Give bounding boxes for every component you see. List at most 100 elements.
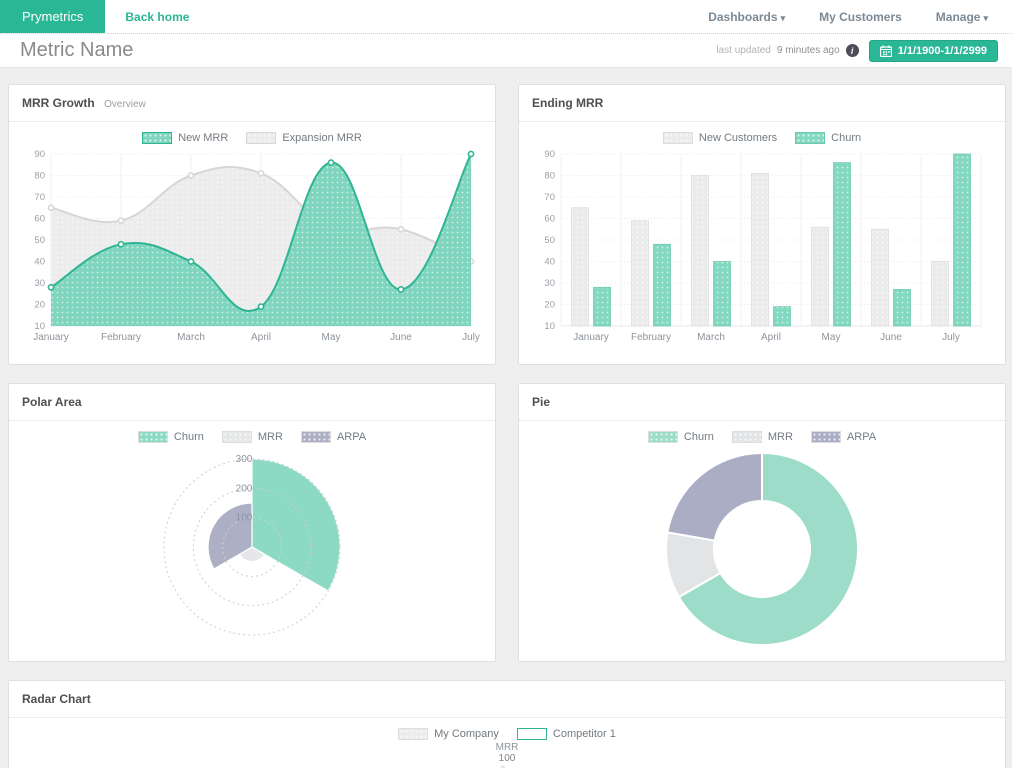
legend-swatch-icon (795, 132, 826, 144)
legend-item[interactable]: ARPA (810, 431, 877, 443)
svg-text:May: May (822, 332, 841, 343)
panel-mrr-growth: MRR Growth Overview New MRR Expansion MRR… (8, 84, 496, 365)
legend-label: My Company (434, 728, 499, 740)
nav-item-my-customers[interactable]: My Customers (819, 9, 902, 24)
svg-text:60: 60 (34, 214, 45, 225)
radar-axis-label: MRR (495, 742, 519, 753)
legend-label: Churn (173, 431, 204, 443)
axes: 10 20 30 40 50 60 70 80 90 January February March Ap… (544, 149, 982, 343)
radar-chart[interactable] (21, 764, 985, 768)
pie-donut-chart[interactable] (531, 445, 993, 653)
svg-text:80: 80 (34, 171, 45, 182)
svg-text:20: 20 (544, 300, 555, 311)
chart-legend: New MRR Expansion MRR (21, 132, 483, 144)
svg-text:10: 10 (544, 321, 555, 332)
svg-text:10: 10 (34, 321, 45, 332)
last-updated-label: last updated (716, 45, 771, 56)
dashboard-content: MRR Growth Overview New MRR Expansion MRR… (0, 68, 1012, 768)
legend-item[interactable]: Churn (137, 431, 204, 443)
panel-subtitle: Overview (104, 99, 146, 110)
polar-area-chart[interactable]: 100 200 300 (21, 445, 483, 653)
legend-swatch-icon (516, 728, 547, 740)
legend-label: New Customers (698, 132, 778, 144)
svg-text:June: June (880, 332, 902, 343)
legend-swatch-icon (300, 431, 331, 443)
svg-text:60: 60 (544, 214, 555, 225)
legend-label: MRR (257, 431, 283, 443)
legend-item[interactable]: Churn (795, 132, 861, 144)
legend-swatch-icon (662, 132, 693, 144)
svg-text:February: February (631, 332, 671, 343)
svg-text:January: January (573, 332, 609, 343)
svg-text:70: 70 (544, 192, 555, 203)
svg-text:February: February (101, 332, 141, 343)
svg-text:May: May (322, 332, 341, 343)
date-range-button[interactable]: 1/1/1900-1/1/2999 (868, 39, 998, 62)
legend-label: ARPA (846, 431, 877, 443)
legend-item[interactable]: MRR (731, 431, 793, 443)
panel-title: Ending MRR (532, 96, 604, 110)
legend-item[interactable]: Churn (647, 431, 714, 443)
panel-polar-area: Polar Area Churn MRR ARPA 100 200 300 (8, 383, 496, 662)
svg-text:90: 90 (544, 149, 555, 160)
chart-legend: Churn MRR ARPA (531, 431, 993, 443)
panel-ending-mrr: Ending MRR New Customers Churn 10 20 30 40 50… (518, 84, 1006, 365)
svg-text:March: March (177, 332, 205, 343)
legend-label: MRR (767, 431, 793, 443)
chart-legend: New Customers Churn (531, 132, 993, 144)
svg-text:30: 30 (544, 278, 555, 289)
page-header: Metric Name last updated 9 minutes ago i… (0, 34, 1012, 68)
svg-text:200: 200 (236, 483, 253, 494)
legend-item[interactable]: Competitor 1 (516, 728, 616, 740)
nav-item-dashboards[interactable]: Dashboards ▾ (708, 9, 786, 24)
svg-text:20: 20 (34, 300, 45, 311)
svg-text:July: July (462, 332, 480, 343)
legend-label: Churn (831, 132, 862, 144)
legend-label: New MRR (178, 132, 229, 144)
legend-item[interactable]: New Customers (662, 132, 778, 144)
chart-legend: My Company Competitor 1 (21, 728, 993, 740)
radar-axis-tick: 100 (498, 753, 516, 764)
svg-text:July: July (942, 332, 960, 343)
panel-radar: Radar Chart My Company Competitor 1 MRR 1… (8, 680, 1006, 768)
last-updated-value: 9 minutes ago (776, 45, 840, 56)
svg-text:April: April (251, 332, 271, 343)
legend-label: Competitor 1 (552, 728, 616, 740)
legend-swatch-icon (398, 728, 429, 740)
back-home-link[interactable]: Back home (125, 9, 190, 24)
legend-item[interactable]: MRR (221, 431, 283, 443)
legend-label: Expansion MRR (282, 132, 362, 144)
panel-pie: Pie Churn MRR ARPA (518, 383, 1006, 662)
svg-text:January: January (33, 332, 69, 343)
panel-title: Pie (532, 395, 551, 409)
legend-label: Churn (683, 431, 714, 443)
legend-swatch-icon (731, 431, 762, 443)
svg-text:April: April (761, 332, 781, 343)
brand-link[interactable]: Prymetrics (0, 0, 106, 33)
legend-item[interactable]: New MRR (142, 132, 228, 144)
date-range-label: 1/1/1900-1/1/2999 (897, 44, 987, 57)
legend-swatch-icon (221, 431, 252, 443)
panel-title: MRR Growth (22, 96, 95, 110)
svg-text:300: 300 (236, 454, 253, 465)
mrr-growth-area-chart[interactable]: 10 20 30 40 50 60 70 80 90 January February March Ap… (21, 146, 483, 356)
svg-text:90: 90 (34, 149, 45, 160)
legend-swatch-icon (810, 431, 841, 443)
panel-title: Polar Area (22, 395, 82, 409)
chevron-down-icon: ▾ (780, 12, 786, 23)
chevron-down-icon: ▾ (983, 12, 988, 23)
legend-swatch-icon (647, 431, 678, 443)
legend-item[interactable]: My Company (398, 728, 499, 740)
nav-item-manage[interactable]: Manage ▾ (935, 9, 988, 24)
svg-text:March: March (697, 332, 725, 343)
ending-mrr-bar-chart[interactable]: 10 20 30 40 50 60 70 80 90 January February March Ap… (531, 146, 993, 356)
svg-text:50: 50 (34, 235, 45, 246)
legend-label: ARPA (336, 431, 367, 443)
legend-swatch-icon (142, 132, 173, 144)
svg-text:50: 50 (544, 235, 555, 246)
legend-item[interactable]: Expansion MRR (246, 132, 362, 144)
svg-text:40: 40 (34, 257, 45, 268)
info-icon[interactable]: i (845, 44, 859, 57)
legend-item[interactable]: ARPA (300, 431, 367, 443)
panel-title: Radar Chart (22, 692, 91, 706)
